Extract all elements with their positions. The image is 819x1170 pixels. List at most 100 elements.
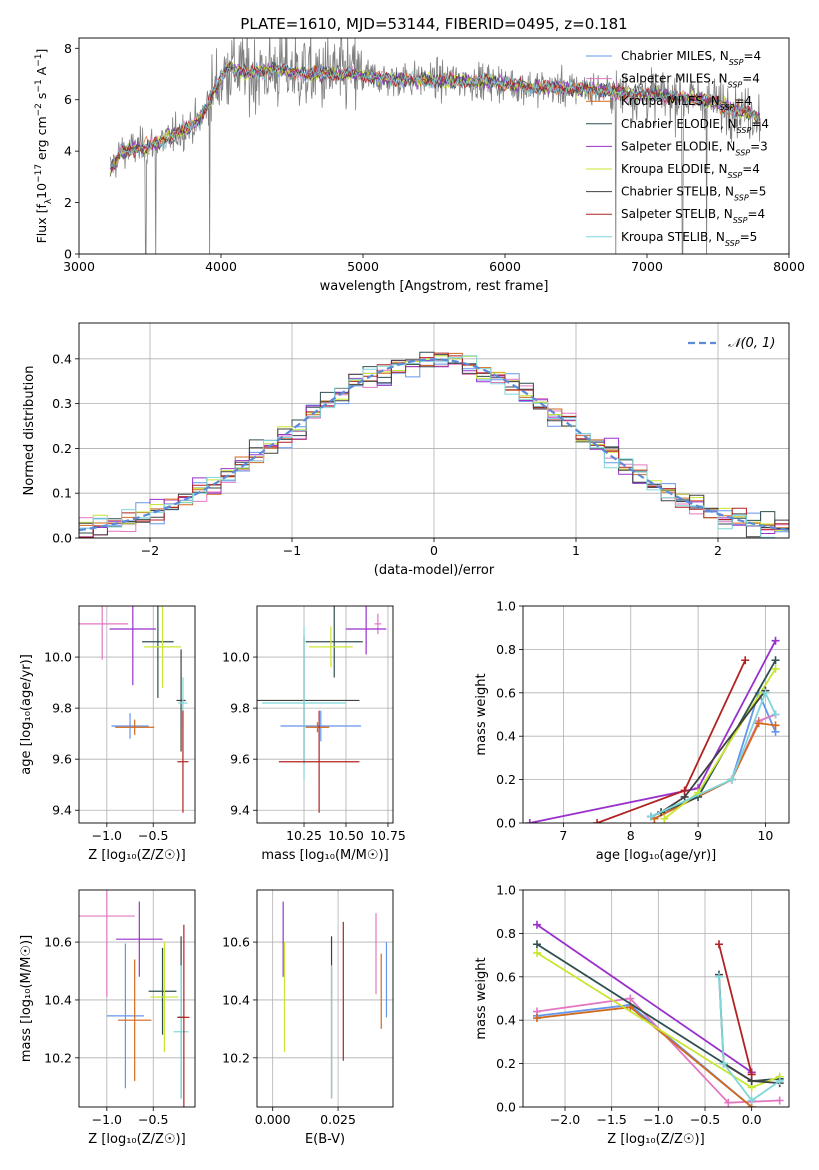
x-tick-label: −0.5 — [138, 1112, 168, 1127]
mass-vs-EBV-frame — [256, 889, 394, 1108]
y-axis-label: Flux [fλ10−17 erg cm−2 s−1 A−1] — [34, 49, 54, 244]
weight-vs-age-frame — [522, 605, 790, 824]
mass-weight-line — [650, 690, 777, 818]
y-tick-label: 9.8 — [230, 701, 250, 716]
x-tick-label: 6000 — [489, 259, 521, 274]
x-tick-label: 1 — [572, 543, 580, 558]
x-axis-label: E(B-V) — [305, 1132, 345, 1147]
gaussian-curve — [79, 358, 789, 532]
mass-weight-marker — [525, 819, 534, 823]
weight-vs-Z-axes — [519, 889, 789, 1111]
y-tick-label: 0.0 — [496, 1100, 516, 1115]
weight-vs-Z-frame — [522, 889, 790, 1108]
mass-weight-marker — [771, 721, 780, 730]
mass-weight-marker — [593, 819, 602, 823]
age-vs-mass-axes — [253, 606, 393, 827]
mass-weight-line — [529, 640, 777, 823]
x-tick-label: 10.25 — [286, 828, 322, 843]
y-tick-label: 10.2 — [222, 1050, 250, 1065]
y-tick-label: 9.6 — [52, 752, 72, 767]
mass-weight-marker — [747, 1096, 756, 1105]
mass-weight-marker — [775, 1096, 784, 1105]
y-tick-label: 10.6 — [44, 935, 72, 950]
mass-weight-line — [718, 944, 753, 1075]
x-axis-label: age [log₁₀(age/yr)] — [596, 848, 717, 863]
y-tick-label: 10.6 — [222, 935, 250, 950]
x-axis-label: Z [log₁₀(Z/Z☉)] — [88, 848, 185, 863]
chart-title: PLATE=1610, MJD=53144, FIBERID=0495, z=0… — [240, 15, 627, 33]
y-tick-label: 0.4 — [496, 729, 516, 744]
y-tick-label: 0.8 — [496, 926, 516, 941]
y-tick-label: 10.4 — [222, 992, 250, 1007]
legend-entry: Salpeter MILES, NSSP=4 — [621, 72, 760, 90]
mass-weight-marker — [761, 688, 770, 697]
x-tick-label: 3000 — [63, 259, 95, 274]
weight-vs-age-axes — [519, 605, 789, 827]
legend-entry: Chabrier ELODIE, NSSP=4 — [621, 117, 769, 135]
x-tick-label: 10.75 — [370, 828, 406, 843]
mass-weight-marker — [533, 940, 541, 949]
spectrum-model-line — [109, 63, 761, 172]
x-tick-label: −1 — [283, 543, 301, 558]
x-axis-label: (data-model)/error — [374, 563, 495, 578]
y-axis-label: mass weight — [474, 957, 489, 1039]
y-axis-label: mass weight — [474, 673, 489, 755]
mass-weight-marker — [646, 812, 655, 821]
age-vs-mass-points — [257, 606, 387, 813]
y-tick-label: 10.0 — [222, 650, 250, 665]
legend-entry: 𝒩(0, 1) — [728, 336, 775, 351]
spectrum-model-line — [109, 60, 761, 177]
mass-weight-marker — [771, 710, 780, 719]
y-tick-label: 0.8 — [496, 642, 516, 657]
age-vs-mass-frame — [256, 605, 394, 824]
residuals-axes — [75, 323, 789, 542]
x-tick-label: 10.50 — [328, 828, 364, 843]
legend-entry: Kroupa MILES, NSSP=4 — [621, 94, 752, 112]
legend-entry: Salpeter ELODIE, NSSP=3 — [621, 139, 768, 157]
mass-weight-marker — [724, 1098, 733, 1107]
x-tick-label: 5000 — [347, 259, 379, 274]
y-tick-label: 10.2 — [44, 1050, 72, 1065]
x-tick-label: 8 — [627, 828, 635, 843]
y-tick-label: 1.0 — [496, 883, 516, 898]
spectrum-model-line — [109, 62, 761, 169]
age-vs-Z-axes — [75, 606, 195, 827]
x-tick-label: 8000 — [773, 259, 805, 274]
mass-vs-Z-points — [79, 890, 190, 1107]
x-tick-label: −2.0 — [550, 1112, 580, 1127]
age-vs-Z-frame — [78, 605, 196, 824]
y-tick-label: 4 — [64, 144, 72, 159]
y-tick-label: 9.4 — [52, 803, 72, 818]
legend-entry: Chabrier STELIB, NSSP=5 — [621, 185, 766, 203]
x-tick-label: 0 — [430, 543, 438, 558]
mass-weight-marker — [533, 1014, 541, 1023]
x-tick-label: 4000 — [205, 259, 237, 274]
y-tick-label: 0 — [64, 247, 72, 262]
mass-weight-line — [536, 997, 780, 1104]
mass-weight-marker — [533, 948, 541, 957]
x-tick-label: −0.5 — [690, 1112, 720, 1127]
residual-histograms — [79, 351, 789, 538]
mass-weight-marker — [771, 636, 780, 645]
y-tick-label: 10.0 — [44, 650, 72, 665]
age-vs-Z-points — [79, 606, 189, 813]
x-axis-label: Z [log₁₀(Z/Z☉)] — [607, 1132, 704, 1147]
mass-vs-Z-frame — [78, 889, 196, 1108]
x-tick-label: −1.0 — [643, 1112, 673, 1127]
mass-weight-line — [718, 976, 781, 1102]
y-axis-label: age [log₁₀(age/yr)] — [19, 654, 34, 775]
mass-weight-marker — [754, 719, 763, 728]
x-tick-label: 7 — [559, 828, 567, 843]
residual-step-line — [79, 355, 789, 538]
y-tick-label: 2 — [64, 195, 72, 210]
mass-weight-marker — [775, 1076, 784, 1085]
y-tick-label: 0.1 — [52, 486, 72, 501]
mass-weight-marker — [533, 920, 541, 929]
y-axis-label: Normed distribution — [22, 366, 37, 496]
y-tick-label: 0.0 — [52, 531, 72, 546]
y-tick-label: 0.4 — [496, 1013, 516, 1028]
weight-vs-age-lines — [525, 636, 780, 823]
x-tick-label: −1.0 — [92, 1112, 122, 1127]
y-tick-label: 1.0 — [496, 599, 516, 614]
spectrum-lines — [109, 38, 761, 254]
